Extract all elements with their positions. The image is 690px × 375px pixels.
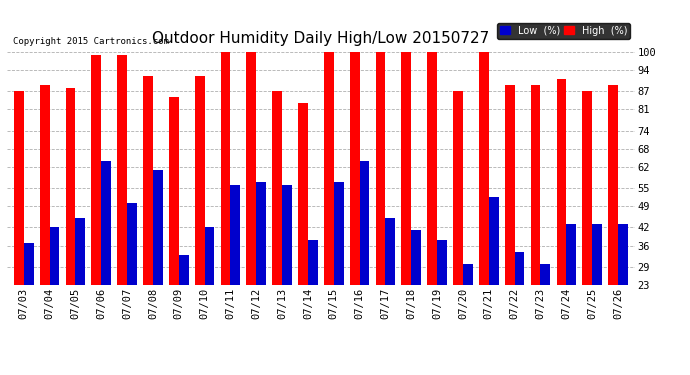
Bar — [143, 76, 153, 285]
Bar — [411, 231, 421, 285]
Text: Copyright 2015 Cartronics.com: Copyright 2015 Cartronics.com — [13, 38, 169, 46]
Bar — [230, 185, 240, 285]
Bar — [427, 52, 437, 285]
Bar — [66, 88, 75, 285]
Bar — [195, 76, 204, 285]
Bar — [608, 85, 618, 285]
Bar — [386, 218, 395, 285]
Bar — [324, 52, 334, 285]
Bar — [75, 218, 85, 285]
Bar — [531, 85, 540, 285]
Bar — [566, 224, 576, 285]
Bar — [101, 161, 111, 285]
Bar — [117, 55, 127, 285]
Bar — [50, 228, 59, 285]
Bar — [463, 264, 473, 285]
Bar — [298, 103, 308, 285]
Bar — [308, 240, 318, 285]
Bar — [127, 203, 137, 285]
Bar — [40, 85, 50, 285]
Bar — [402, 52, 411, 285]
Bar — [169, 97, 179, 285]
Bar — [153, 170, 163, 285]
Bar — [375, 52, 386, 285]
Bar — [23, 243, 34, 285]
Bar — [505, 85, 515, 285]
Bar — [592, 224, 602, 285]
Title: Outdoor Humidity Daily High/Low 20150727: Outdoor Humidity Daily High/Low 20150727 — [152, 31, 489, 46]
Bar — [359, 161, 369, 285]
Bar — [582, 91, 592, 285]
Bar — [540, 264, 551, 285]
Bar — [273, 91, 282, 285]
Bar — [453, 91, 463, 285]
Legend: Low  (%), High  (%): Low (%), High (%) — [497, 23, 630, 39]
Bar — [246, 52, 256, 285]
Bar — [282, 185, 292, 285]
Bar — [489, 197, 499, 285]
Bar — [479, 52, 489, 285]
Bar — [221, 52, 230, 285]
Bar — [334, 182, 344, 285]
Bar — [515, 252, 524, 285]
Bar — [256, 182, 266, 285]
Bar — [14, 91, 23, 285]
Bar — [618, 224, 628, 285]
Bar — [437, 240, 447, 285]
Bar — [179, 255, 188, 285]
Bar — [91, 55, 101, 285]
Bar — [204, 228, 215, 285]
Bar — [350, 52, 359, 285]
Bar — [557, 79, 566, 285]
